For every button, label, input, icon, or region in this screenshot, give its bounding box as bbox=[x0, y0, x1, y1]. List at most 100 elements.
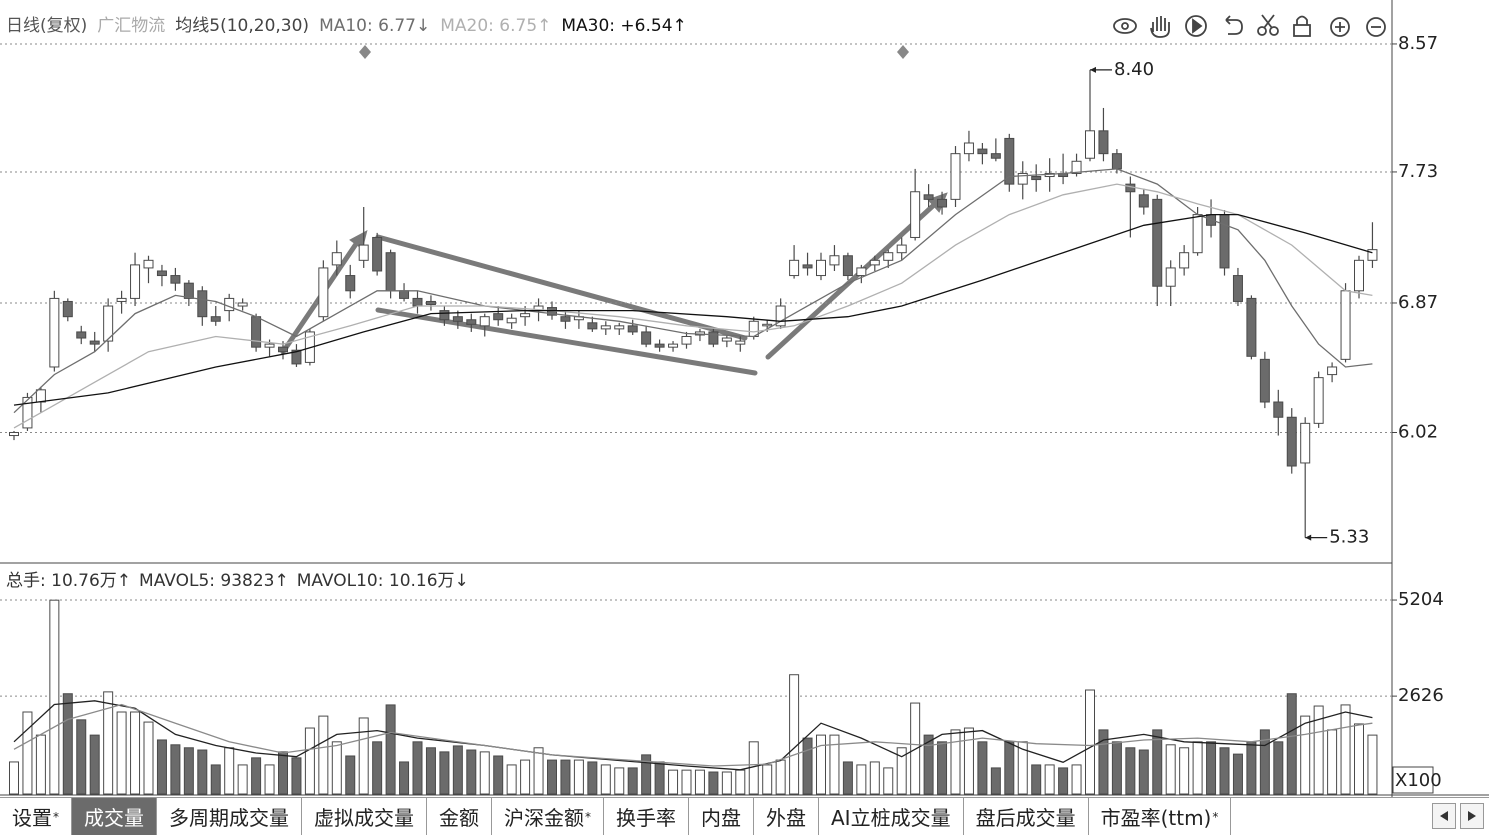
candle-body bbox=[318, 267, 329, 318]
zoom-in-icon[interactable] bbox=[1330, 17, 1350, 37]
volume-bar bbox=[856, 764, 867, 795]
candle-body bbox=[789, 259, 800, 277]
y-tick-label: 2626 bbox=[1398, 685, 1444, 706]
candle-body bbox=[668, 343, 679, 348]
candle-body bbox=[466, 319, 477, 325]
volume-bar bbox=[560, 759, 571, 795]
volume-bar bbox=[990, 767, 1001, 795]
volume-bar bbox=[950, 729, 961, 795]
legend-entry: MA20: 6.75↑ bbox=[440, 16, 551, 36]
tab[interactable]: 换手率 bbox=[604, 798, 689, 835]
tab[interactable]: 成交量 bbox=[72, 798, 157, 835]
tab-label: 换手率 bbox=[616, 806, 676, 830]
volume-bar bbox=[1246, 741, 1257, 795]
trend-arrow[interactable] bbox=[765, 201, 938, 360]
candle-body bbox=[762, 323, 773, 327]
candle-body bbox=[856, 267, 867, 277]
volume-bar bbox=[143, 721, 154, 795]
candle-body bbox=[439, 310, 450, 321]
ma-line bbox=[13, 703, 1373, 767]
candle-body bbox=[1300, 422, 1311, 464]
volume-bar bbox=[130, 711, 141, 795]
tab-bar: 设置 * 成交量 多周期成交量 虚拟成交量 金额 沪深金额 * 换手率 内盘 外盘 AI立桩成交量 盘后… bbox=[0, 797, 1489, 835]
tab[interactable]: 内盘 bbox=[689, 798, 754, 835]
tab[interactable]: 外盘 bbox=[754, 798, 819, 835]
candle-body bbox=[1111, 153, 1122, 170]
tab[interactable]: 虚拟成交量 bbox=[302, 798, 427, 835]
ma-line bbox=[13, 213, 1373, 406]
tab[interactable]: 市盈率(ttm) * bbox=[1089, 798, 1232, 835]
volume-bar bbox=[183, 747, 194, 795]
volume-bar bbox=[1044, 764, 1055, 795]
volume-bar bbox=[842, 761, 853, 795]
candle-body bbox=[251, 316, 262, 348]
tab[interactable]: 多周期成交量 bbox=[157, 798, 302, 835]
candle-body bbox=[1354, 259, 1364, 292]
play-icon[interactable] bbox=[1185, 15, 1207, 37]
candle-body bbox=[130, 264, 141, 299]
candle-body bbox=[950, 153, 961, 200]
volume-bar bbox=[735, 769, 746, 795]
zoom-out-icon[interactable] bbox=[1366, 17, 1386, 37]
legend-entry: MA10: 6.77↓ bbox=[319, 16, 430, 36]
tab-label: 金额 bbox=[439, 806, 479, 830]
candle-body bbox=[1071, 160, 1082, 174]
tab-label: AI立桩成交量 bbox=[831, 806, 951, 830]
volume-bar bbox=[694, 769, 705, 795]
tab-badge: * bbox=[53, 809, 59, 824]
lock-icon[interactable] bbox=[1293, 15, 1311, 37]
channel-line[interactable] bbox=[375, 307, 758, 376]
candle-body bbox=[1367, 249, 1378, 261]
candle-body bbox=[224, 297, 235, 312]
tab[interactable]: 设置 * bbox=[0, 798, 72, 835]
volume-bar bbox=[89, 734, 100, 795]
volume-bar bbox=[116, 711, 127, 795]
volume-bar bbox=[466, 749, 477, 795]
candle-body bbox=[721, 337, 732, 342]
volume-bar bbox=[1300, 715, 1311, 795]
candle-body bbox=[9, 431, 19, 437]
hand-icon[interactable] bbox=[1150, 16, 1170, 38]
tab-badge: * bbox=[1212, 809, 1219, 824]
tab[interactable]: 金额 bbox=[427, 798, 492, 835]
volume-bar bbox=[62, 693, 73, 795]
volume-bar bbox=[76, 719, 87, 795]
candle-body bbox=[587, 322, 598, 330]
volume-bar bbox=[439, 751, 450, 795]
channel-line[interactable] bbox=[375, 234, 748, 341]
cut-icon[interactable] bbox=[1257, 14, 1279, 36]
candle-body bbox=[963, 142, 974, 155]
volume-bar bbox=[1206, 741, 1217, 795]
legend-entry: 总手: 10.76万↑ bbox=[6, 571, 131, 591]
volume-bar bbox=[923, 734, 934, 795]
volume-bar bbox=[1367, 734, 1378, 795]
eye-icon[interactable] bbox=[1113, 18, 1137, 34]
scroll-left[interactable] bbox=[1432, 803, 1456, 829]
candle-body bbox=[641, 331, 652, 345]
tab[interactable]: 盘后成交量 bbox=[964, 798, 1089, 835]
candle-body bbox=[103, 305, 114, 342]
volume-bar bbox=[1031, 764, 1042, 795]
volume-bar bbox=[963, 727, 974, 795]
event-marker[interactable] bbox=[897, 45, 909, 59]
candle-body bbox=[1192, 214, 1203, 254]
background bbox=[0, 0, 1489, 797]
event-marker[interactable] bbox=[359, 45, 371, 59]
undo-icon[interactable] bbox=[1225, 15, 1243, 35]
volume-bar bbox=[1232, 753, 1243, 795]
candle-body bbox=[1085, 130, 1095, 159]
tab-label: 成交量 bbox=[84, 806, 144, 830]
volume-bar bbox=[170, 744, 181, 795]
tab-label: 外盘 bbox=[766, 806, 806, 830]
candle-body bbox=[237, 302, 248, 307]
scroll-right[interactable] bbox=[1460, 803, 1484, 829]
tab-label: 虚拟成交量 bbox=[314, 806, 414, 830]
candle-body bbox=[358, 244, 369, 261]
tab[interactable]: 沪深金额 * bbox=[492, 798, 604, 835]
candle-body bbox=[1165, 267, 1176, 287]
volume-bar bbox=[1165, 744, 1176, 795]
tab[interactable]: AI立桩成交量 bbox=[819, 798, 964, 835]
candle-body bbox=[291, 349, 302, 365]
volume-bar bbox=[1354, 723, 1364, 795]
volume-bar bbox=[533, 747, 544, 795]
